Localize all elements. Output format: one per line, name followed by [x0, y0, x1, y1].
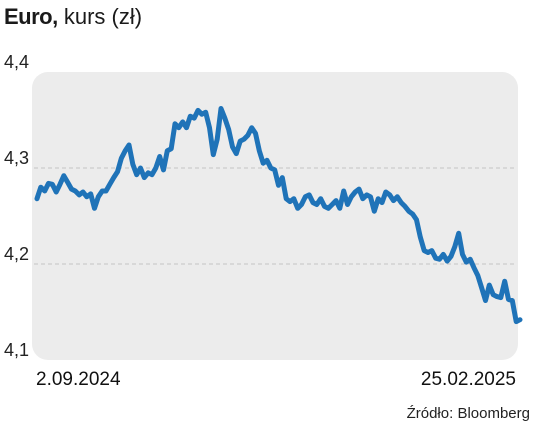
- y-tick-label: 4,1: [4, 340, 29, 360]
- y-tick-label: 4,4: [4, 52, 29, 72]
- source-note: Źródło: Bloomberg: [406, 405, 530, 422]
- x-tick-end: 25.02.2025: [421, 369, 516, 390]
- series-line: [34, 106, 523, 325]
- chart-title-rest: kurs (zł): [57, 4, 143, 29]
- y-tick-label: 4,2: [4, 244, 29, 264]
- chart-title: Euro, kurs (zł): [4, 2, 142, 32]
- y-axis-ticks: 4,1 4,2 4,3 4,4: [4, 52, 29, 360]
- x-tick-start: 2.09.2024: [36, 369, 121, 390]
- plot-background: [32, 72, 518, 360]
- chart-title-bold: Euro,: [4, 4, 58, 29]
- y-tick-label: 4,3: [4, 148, 29, 168]
